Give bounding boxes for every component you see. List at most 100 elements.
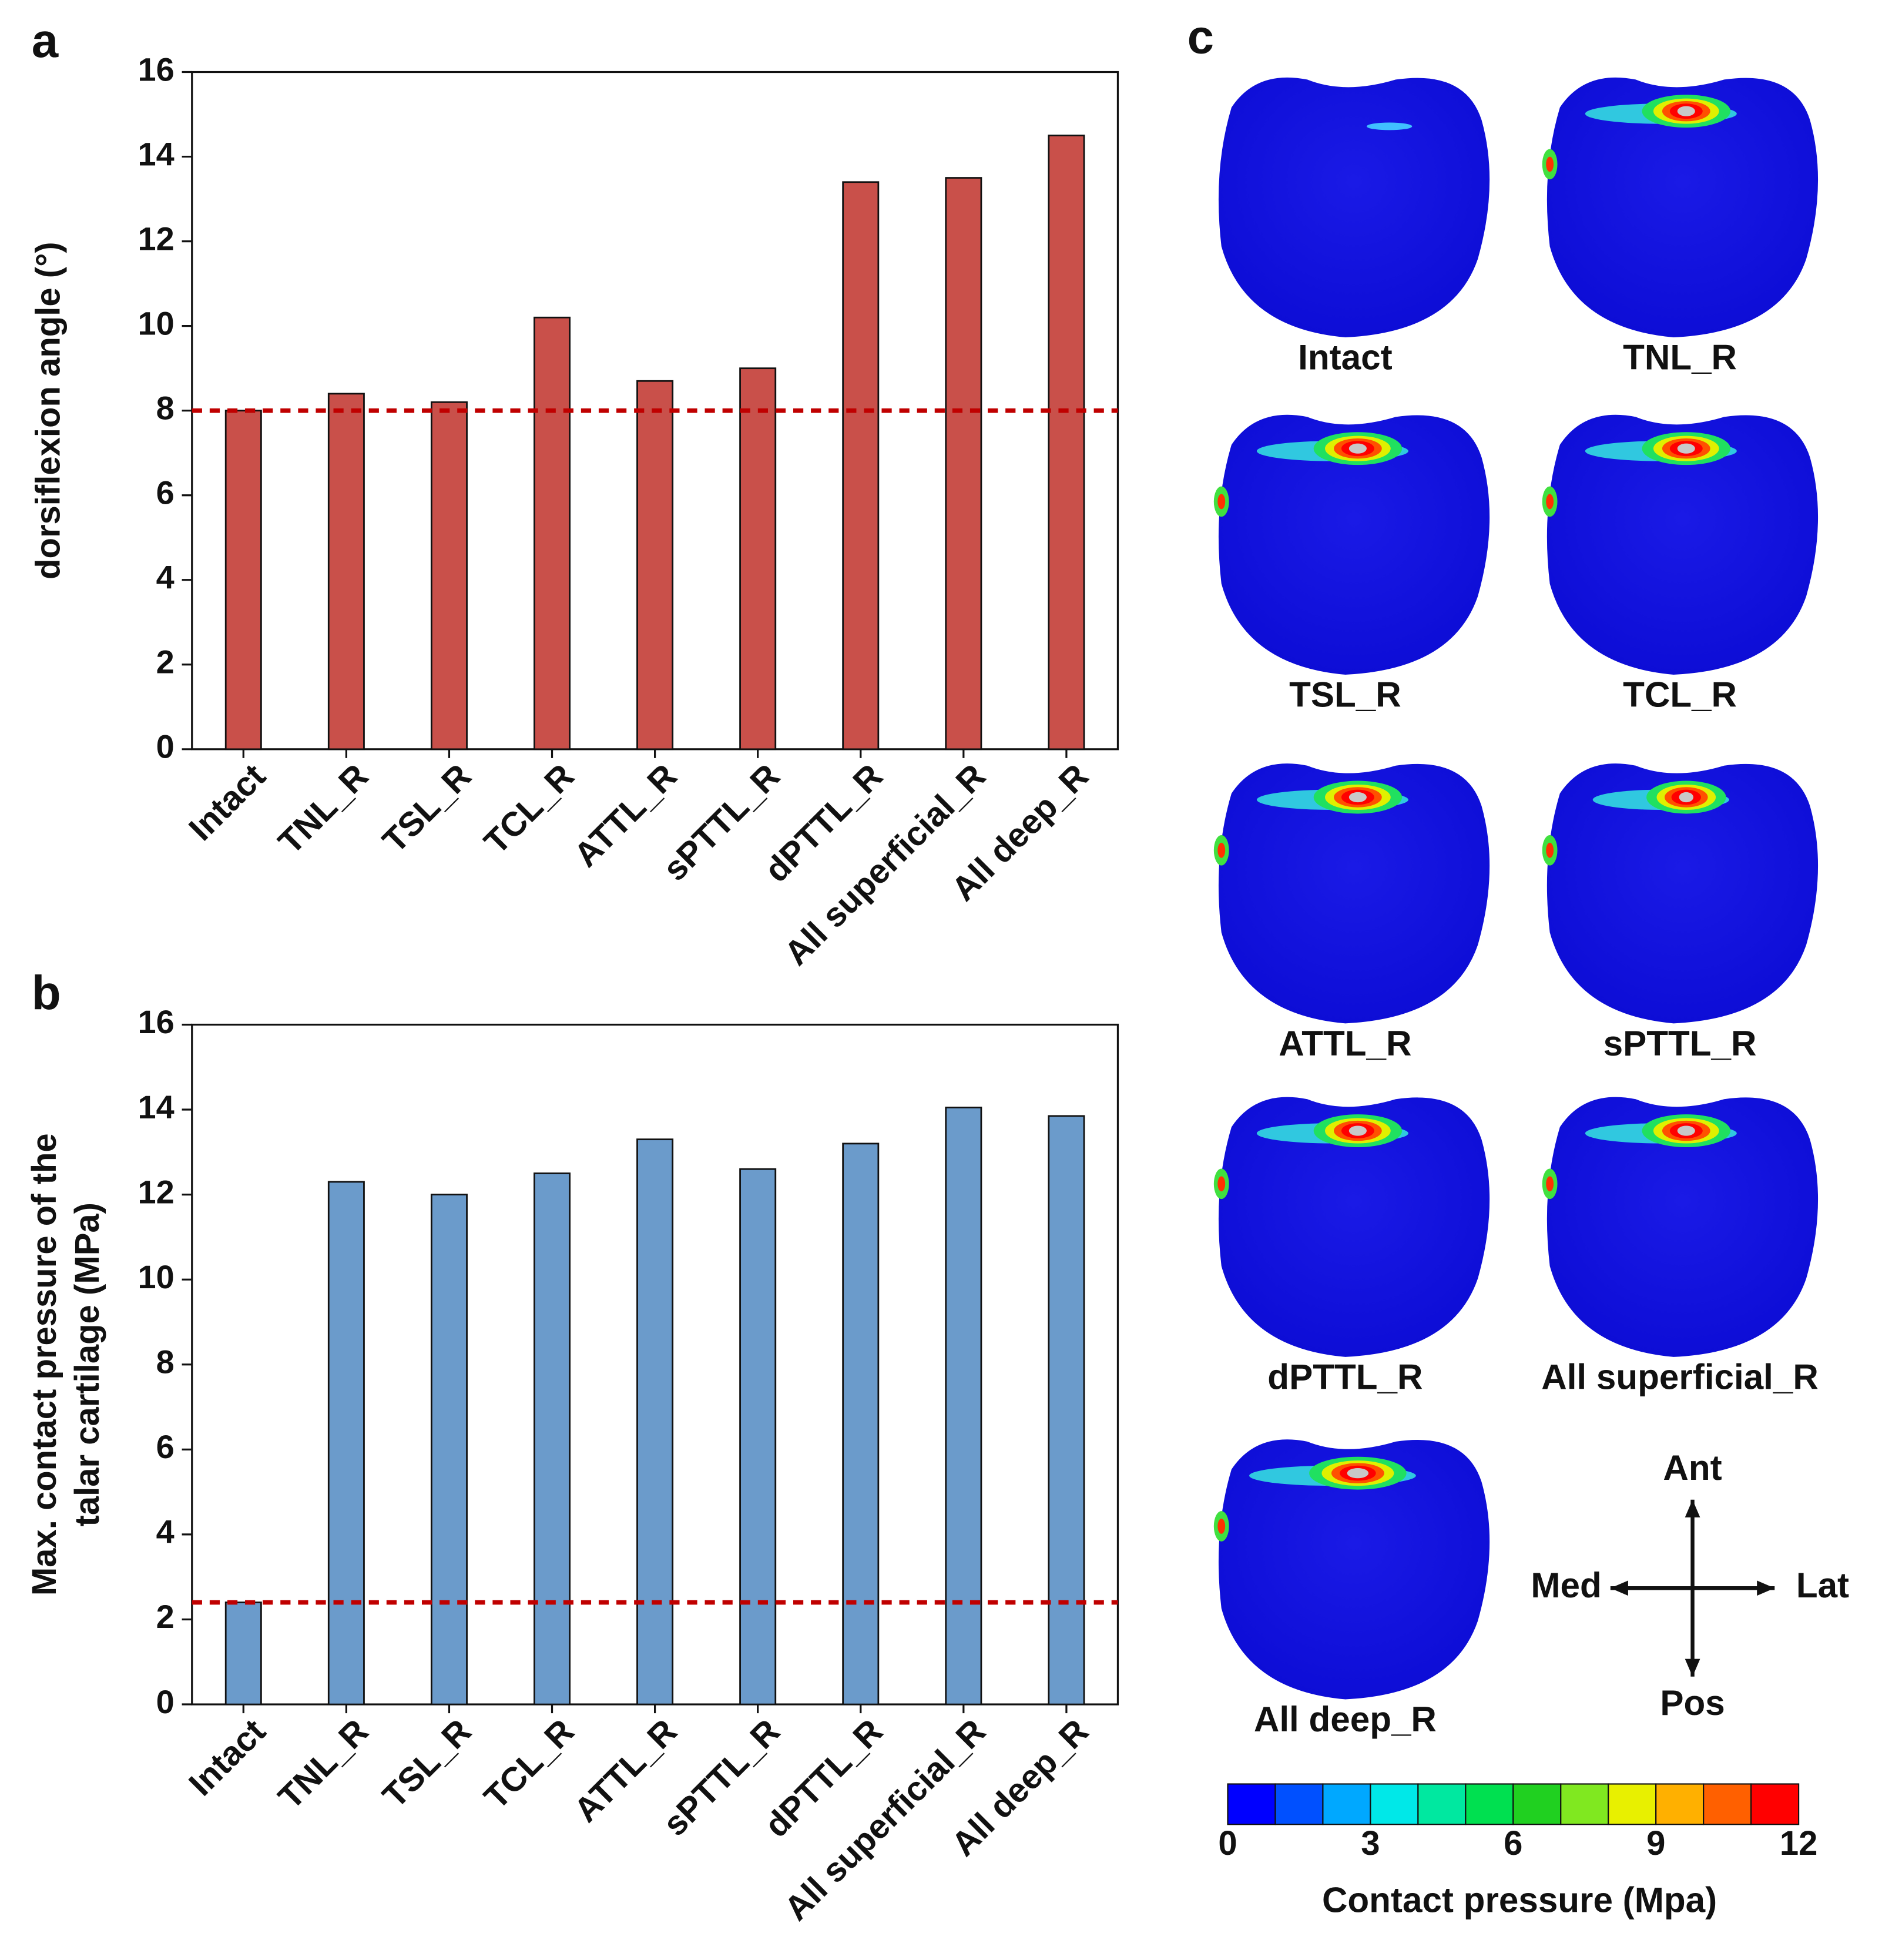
bar: [430, 1194, 468, 1706]
pressure-spot: [1217, 494, 1226, 510]
colorbar-segment: [1274, 1783, 1324, 1825]
bar: [224, 1601, 262, 1706]
talus-image: [1546, 763, 1819, 1024]
pressure-spot: [1546, 842, 1554, 858]
colorbar-segment: [1370, 1783, 1419, 1825]
pressure-spot: [1217, 842, 1226, 858]
pressure-spot: [1348, 1125, 1367, 1136]
x-tick-label: TCL_R: [477, 757, 581, 862]
pressure-spot: [1677, 1125, 1695, 1136]
bar: [945, 1107, 982, 1706]
direction-label: Med: [1531, 1566, 1601, 1605]
talus-image: [1546, 1097, 1819, 1357]
y-axis-title: dorsiflexion angle (°): [29, 242, 67, 579]
y-tick-label: 0: [156, 1683, 175, 1720]
y-tick-label: 0: [156, 728, 175, 765]
pressure-spot: [1546, 494, 1554, 510]
pressure-spot: [1677, 443, 1695, 454]
bar: [1048, 135, 1085, 751]
colorbar-tick-label: 12: [1780, 1824, 1818, 1862]
direction-label: Ant: [1663, 1448, 1722, 1487]
colorbar-segment: [1465, 1783, 1514, 1825]
talus-image: [1218, 1097, 1490, 1357]
x-tick-label: TNL_R: [271, 757, 375, 862]
colorbar-segment: [1560, 1783, 1609, 1825]
pressure-spot: [1217, 1519, 1226, 1534]
direction-label: Lat: [1796, 1566, 1849, 1605]
image-label: ATTL_R: [1279, 1024, 1411, 1063]
bar: [534, 1172, 571, 1706]
y-tick-label: 2: [156, 644, 175, 681]
y-tick-label: 16: [137, 1003, 174, 1040]
pressure-spot: [1348, 792, 1367, 803]
pressure-spot: [1546, 156, 1554, 172]
pressure-spot: [1677, 106, 1695, 116]
x-tick-label: TSL_R: [375, 757, 479, 860]
direction-label: Pos: [1660, 1683, 1725, 1723]
image-label: dPTTL_R: [1267, 1357, 1423, 1396]
image-label: sPTTL_R: [1603, 1024, 1757, 1063]
y-tick-label: 6: [156, 474, 175, 511]
image-label: TNL_R: [1623, 338, 1737, 377]
y-tick-label: 12: [137, 1173, 174, 1210]
talus-image: [1218, 414, 1490, 675]
y-axis-title: Max. contact pressure of the: [25, 1133, 63, 1596]
colorbar-segment: [1322, 1783, 1371, 1825]
colorbar-tick-label: 3: [1361, 1824, 1380, 1862]
colorbar-segment: [1750, 1783, 1800, 1825]
x-tick-label: TCL_R: [477, 1712, 581, 1817]
y-tick-label: 2: [156, 1598, 175, 1635]
y-tick-label: 6: [156, 1428, 175, 1465]
colorbar-title: Contact pressure (Mpa): [1322, 1880, 1717, 1919]
bar: [636, 1138, 674, 1706]
compass-arrowhead: [1685, 1659, 1700, 1677]
colorbar-segment: [1227, 1783, 1276, 1825]
talus-image: [1218, 1439, 1490, 1700]
y-tick-label: 8: [156, 389, 175, 426]
y-tick-label: 4: [156, 559, 175, 596]
x-tick-label: TNL_R: [271, 1712, 375, 1817]
bar: [430, 401, 468, 751]
y-tick-label: 10: [137, 304, 174, 341]
image-label: All superficial_R: [1541, 1357, 1819, 1396]
y-axis-title: talar cartilage (MPa): [68, 1202, 106, 1527]
colorbar-segment: [1512, 1783, 1562, 1825]
y-tick-label: 10: [137, 1258, 174, 1295]
talus-image: [1218, 763, 1490, 1024]
y-tick-label: 12: [137, 220, 174, 257]
x-tick-label: Intact: [182, 757, 273, 848]
bar: [224, 410, 262, 751]
panel-label: b: [32, 967, 61, 1020]
colorbar-tick-label: 6: [1504, 1824, 1522, 1862]
image-label: All deep_R: [1254, 1700, 1437, 1739]
colorbar-segment: [1655, 1783, 1705, 1825]
colorbar-segment: [1417, 1783, 1467, 1825]
bar: [842, 181, 880, 751]
y-tick-label: 14: [137, 1088, 174, 1125]
image-label: Intact: [1298, 338, 1393, 377]
colorbar-segment: [1608, 1783, 1657, 1825]
pressure-spot: [1217, 1176, 1226, 1192]
bar: [636, 380, 674, 751]
x-tick-label: Intact: [182, 1712, 273, 1803]
bar: [842, 1143, 880, 1706]
pressure-spot: [1347, 1468, 1369, 1479]
compass-arrowhead: [1610, 1580, 1628, 1596]
colorbar-segment: [1703, 1783, 1752, 1825]
bar: [327, 393, 365, 751]
pressure-spot: [1679, 792, 1693, 803]
image-label: TCL_R: [1623, 675, 1737, 715]
y-tick-label: 8: [156, 1343, 175, 1381]
panel-label: c: [1187, 10, 1214, 63]
colorbar-tick-label: 0: [1218, 1824, 1237, 1862]
pressure-spot: [1348, 443, 1367, 454]
pressure-spot: [1546, 1176, 1554, 1192]
y-tick-label: 14: [137, 135, 174, 172]
y-tick-label: 4: [156, 1513, 175, 1550]
bar: [739, 1168, 777, 1706]
y-tick-label: 16: [137, 51, 174, 88]
x-tick-label: TSL_R: [375, 1712, 479, 1815]
image-label: TSL_R: [1289, 675, 1401, 715]
talus-image: [1546, 77, 1819, 337]
